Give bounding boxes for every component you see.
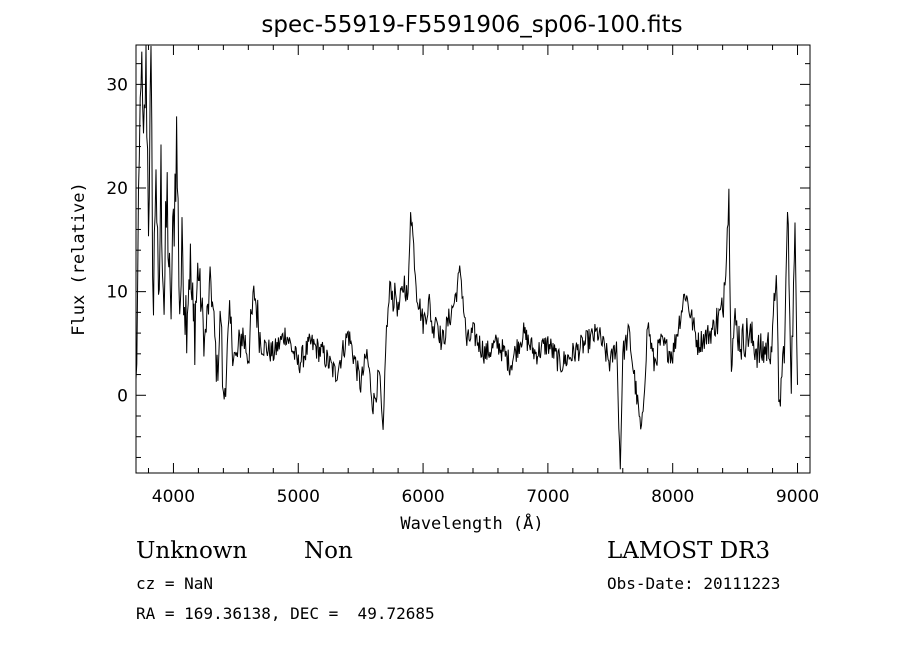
y-tick-label: 10 [106, 283, 128, 303]
survey-name: LAMOST DR3 [607, 538, 771, 564]
x-tick-label: 5000 [277, 487, 320, 507]
x-axis-label: Wavelength (Å) [400, 512, 543, 534]
obs-date-text: Obs-Date: 20111223 [607, 574, 781, 593]
y-tick-label: 0 [117, 386, 128, 406]
x-tick-label: 8000 [651, 487, 694, 507]
object-subclass: Non [304, 538, 353, 564]
x-tick-label: 9000 [776, 487, 819, 507]
redshift-text: cz = NaN [136, 574, 214, 593]
chart-title: spec-55919-F5591906_sp06-100.fits [261, 12, 682, 38]
plot-frame [135, 44, 811, 474]
x-tick-label: 6000 [401, 487, 444, 507]
y-tick-label: 30 [106, 75, 128, 95]
x-tick-label: 7000 [526, 487, 569, 507]
x-tick-label: 4000 [152, 487, 195, 507]
object-class: Unknown [136, 538, 248, 564]
y-tick-label: 20 [106, 179, 128, 199]
coordinates-text: RA = 169.36138, DEC = 49.72685 [136, 604, 435, 623]
spectrum-series-line [135, 44, 798, 470]
y-axis-label: Flux (relative) [69, 182, 89, 336]
